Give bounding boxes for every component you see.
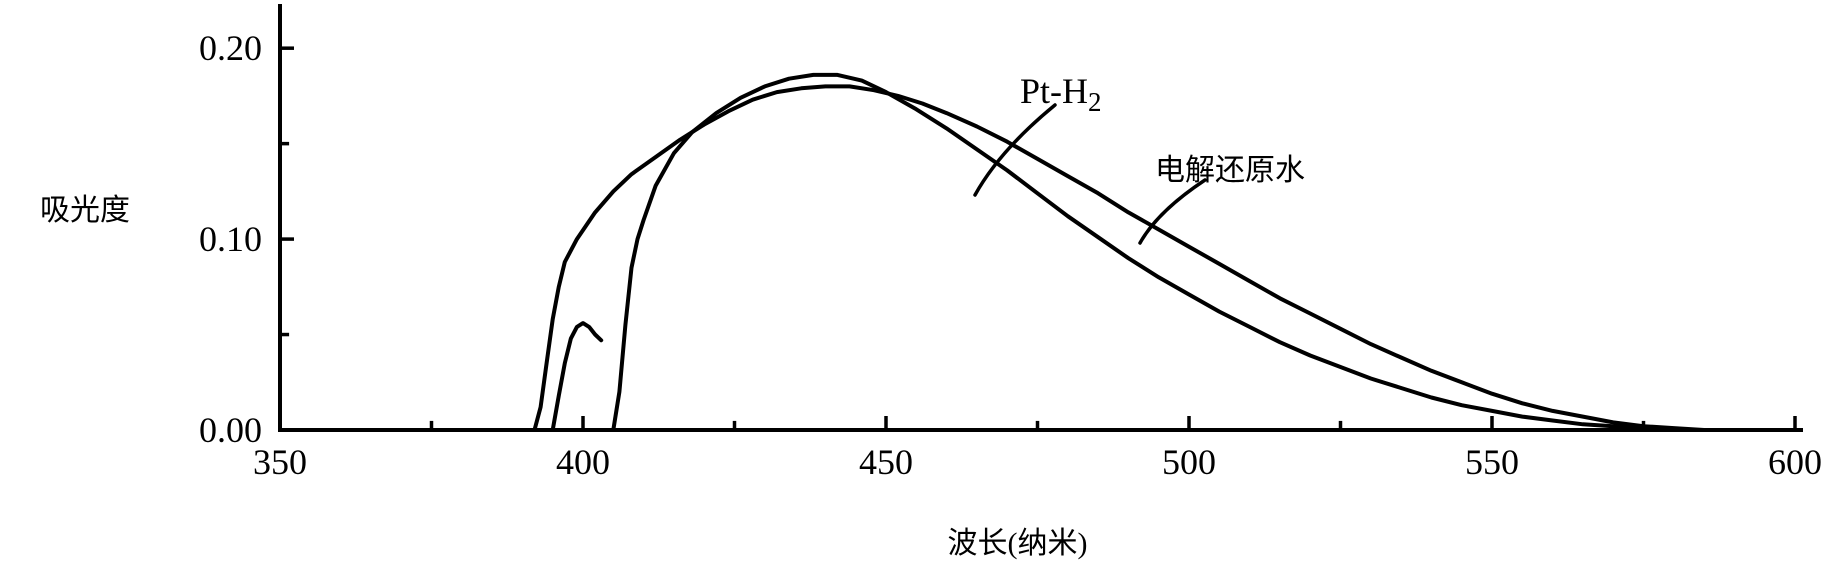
series-label-electrolytic-reduced-water: 电解还原水 bbox=[1155, 145, 1305, 189]
svg-text:600: 600 bbox=[1768, 442, 1822, 482]
svg-text:0.10: 0.10 bbox=[199, 219, 262, 259]
chart-container: 3504004505005506000.000.100.20 吸光度 波长(纳米… bbox=[0, 0, 1834, 569]
series-label-pt-h2: Pt-H2 bbox=[1020, 70, 1102, 118]
x-axis-label: 波长(纳米) bbox=[948, 518, 1088, 562]
svg-text:450: 450 bbox=[859, 442, 913, 482]
svg-text:400: 400 bbox=[556, 442, 610, 482]
y-axis-label: 吸光度 bbox=[40, 185, 130, 229]
svg-text:550: 550 bbox=[1465, 442, 1519, 482]
chart-svg: 3504004505005506000.000.100.20 bbox=[0, 0, 1834, 569]
svg-text:0.20: 0.20 bbox=[199, 28, 262, 68]
svg-text:0.00: 0.00 bbox=[199, 410, 262, 450]
svg-text:500: 500 bbox=[1162, 442, 1216, 482]
